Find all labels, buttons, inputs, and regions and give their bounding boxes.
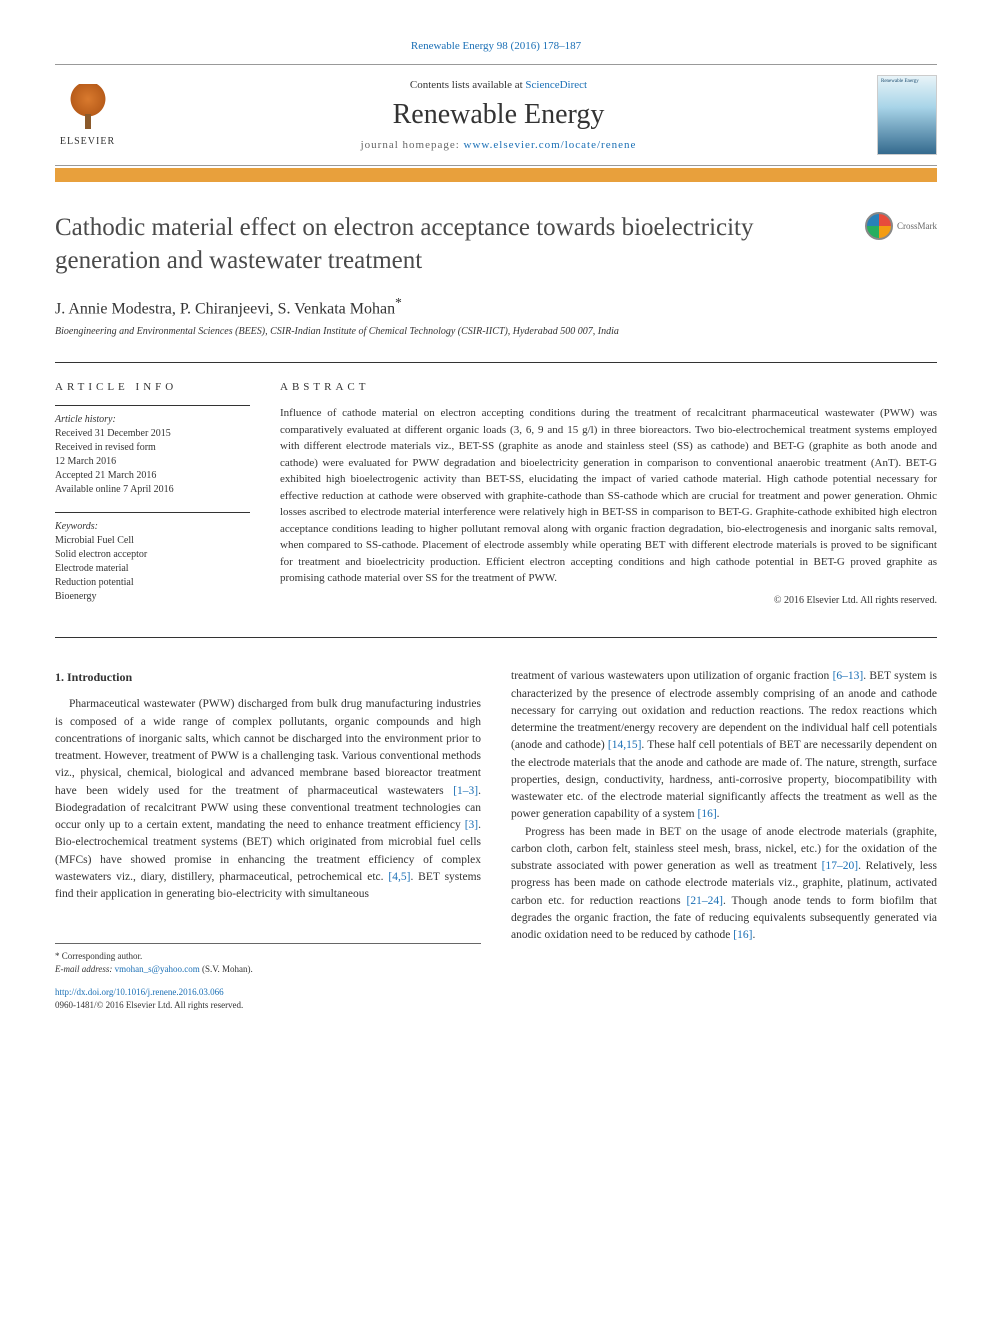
body-paragraph: Pharmaceutical wastewater (PWW) discharg… bbox=[55, 696, 481, 903]
publisher-logo: ELSEVIER bbox=[55, 78, 120, 153]
crossmark-label: CrossMark bbox=[897, 221, 937, 231]
abstract-header: ABSTRACT bbox=[280, 381, 937, 393]
article-info-header: ARTICLE INFO bbox=[55, 381, 250, 393]
citation-link[interactable]: [21–24] bbox=[687, 895, 723, 907]
body-text: Pharmaceutical wastewater (PWW) discharg… bbox=[55, 698, 481, 796]
intro-heading: 1. Introduction bbox=[55, 668, 481, 686]
journal-header: ELSEVIER Contents lists available at Sci… bbox=[55, 64, 937, 166]
publisher-name: ELSEVIER bbox=[60, 136, 115, 147]
journal-name: Renewable Energy bbox=[120, 99, 877, 131]
citation-link[interactable]: [16] bbox=[733, 929, 752, 941]
email-suffix: (S.V. Mohan). bbox=[200, 964, 253, 974]
crossmark-icon bbox=[865, 212, 893, 240]
keywords-label: Keywords: bbox=[55, 521, 250, 532]
keywords-text: Microbial Fuel Cell Solid electron accep… bbox=[55, 534, 250, 604]
email-line: E-mail address: vmohan_s@yahoo.com (S.V.… bbox=[55, 963, 481, 976]
body-column-right: treatment of various wastewaters upon ut… bbox=[511, 668, 937, 1012]
accent-bar bbox=[55, 168, 937, 182]
homepage-link[interactable]: www.elsevier.com/locate/renene bbox=[464, 139, 637, 151]
article-title: Cathodic material effect on electron acc… bbox=[55, 212, 865, 277]
homepage-line: journal homepage: www.elsevier.com/locat… bbox=[120, 139, 877, 151]
body-columns: 1. Introduction Pharmaceutical wastewate… bbox=[55, 668, 937, 1012]
body-column-left: 1. Introduction Pharmaceutical wastewate… bbox=[55, 668, 481, 1012]
body-text: . bbox=[752, 929, 755, 941]
citation-link[interactable]: [16] bbox=[698, 808, 717, 820]
body-text: treatment of various wastewaters upon ut… bbox=[511, 670, 833, 682]
citation-link[interactable]: [1–3] bbox=[453, 785, 478, 797]
history-label: Article history: bbox=[55, 414, 250, 425]
citation-link[interactable]: [3] bbox=[465, 819, 478, 831]
authors-line: J. Annie Modestra, P. Chiranjeevi, S. Ve… bbox=[55, 295, 937, 318]
citation-link[interactable]: [14,15] bbox=[608, 739, 642, 751]
body-paragraph: treatment of various wastewaters upon ut… bbox=[511, 668, 937, 823]
homepage-prefix: journal homepage: bbox=[361, 139, 464, 151]
citation-link[interactable]: [4,5] bbox=[388, 871, 410, 883]
affiliation: Bioengineering and Environmental Science… bbox=[55, 326, 937, 337]
contents-list-line: Contents lists available at ScienceDirec… bbox=[120, 79, 877, 91]
corresponding-author-note: * Corresponding author. bbox=[55, 950, 481, 963]
email-label: E-mail address: bbox=[55, 964, 115, 974]
elsevier-tree-icon bbox=[63, 84, 113, 134]
body-text: . bbox=[717, 808, 720, 820]
journal-reference: Renewable Energy 98 (2016) 178–187 bbox=[55, 40, 937, 52]
doi-link[interactable]: http://dx.doi.org/10.1016/j.renene.2016.… bbox=[55, 987, 224, 997]
citation-link[interactable]: [17–20] bbox=[822, 860, 858, 872]
crossmark-badge[interactable]: CrossMark bbox=[865, 212, 937, 240]
body-text: . These half cell potentials of BET are … bbox=[511, 739, 937, 820]
contents-prefix: Contents lists available at bbox=[410, 79, 525, 91]
authors: J. Annie Modestra, P. Chiranjeevi, S. Ve… bbox=[55, 300, 395, 317]
journal-cover-thumbnail bbox=[877, 75, 937, 155]
abstract-column: ABSTRACT Influence of cathode material o… bbox=[280, 381, 937, 619]
issn-copyright: 0960-1481/© 2016 Elsevier Ltd. All right… bbox=[55, 1000, 243, 1010]
body-paragraph: Progress has been made in BET on the usa… bbox=[511, 824, 937, 945]
abstract-text: Influence of cathode material on electro… bbox=[280, 405, 937, 587]
abstract-copyright: © 2016 Elsevier Ltd. All rights reserved… bbox=[280, 595, 937, 606]
sciencedirect-link[interactable]: ScienceDirect bbox=[525, 79, 587, 91]
email-link[interactable]: vmohan_s@yahoo.com bbox=[115, 964, 200, 974]
corresponding-mark: * bbox=[395, 295, 402, 310]
article-info-column: ARTICLE INFO Article history: Received 3… bbox=[55, 381, 250, 619]
history-text: Received 31 December 2015 Received in re… bbox=[55, 427, 250, 497]
citation-link[interactable]: [6–13] bbox=[833, 670, 864, 682]
